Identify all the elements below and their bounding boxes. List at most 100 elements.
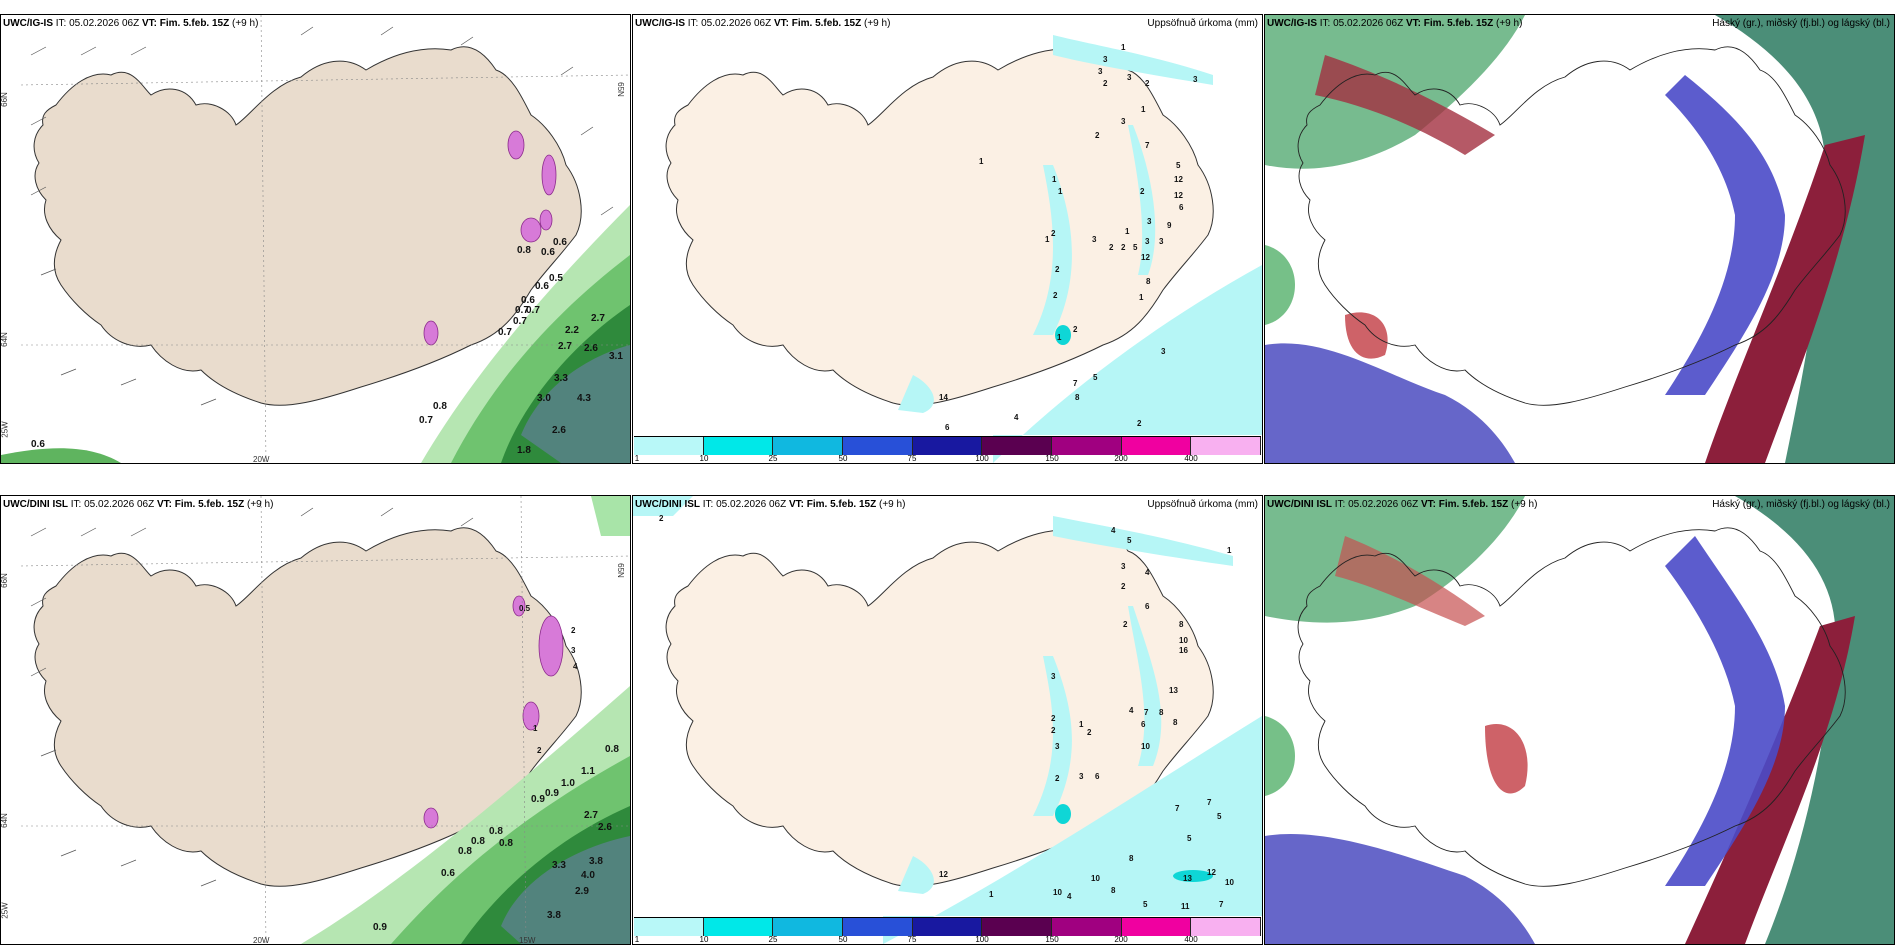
colorbar-swatch <box>773 437 844 455</box>
colorbar-label: 200 <box>1114 454 1128 463</box>
value-label: 3.1 <box>609 351 623 362</box>
map-wind-and-precip-top-left <box>1 15 630 463</box>
colorbar-swatch <box>1052 918 1122 936</box>
value-label: 0.9 <box>531 794 545 805</box>
map-cloud-cover-bottom-right <box>1265 496 1894 944</box>
panel-top-right: UWC/IG-IS IT: 05.02.2026 06Z VT: Fim. 5.… <box>1264 14 1895 464</box>
map-accumulated-precip-top-center <box>665 35 1262 463</box>
value-label: 1.1 <box>581 766 595 777</box>
panel-header: UWC/DINI ISL IT: 05.02.2026 06Z VT: Fim.… <box>3 499 274 510</box>
value-label: 5 <box>1217 812 1222 821</box>
value-label: 3 <box>1121 562 1126 571</box>
value-label: 11 <box>1181 902 1190 911</box>
value-label: 0.9 <box>545 788 559 799</box>
value-label: 5 <box>1187 834 1192 843</box>
value-label: 2 <box>1109 243 1114 252</box>
value-label: 3 <box>1193 75 1198 84</box>
colorbar-swatch <box>1191 437 1262 455</box>
colorbar-swatch <box>982 437 1053 455</box>
value-label: 12 <box>1174 191 1183 200</box>
colorbar-swatch <box>703 437 774 455</box>
panel-header: UWC/IG-IS IT: 05.02.2026 06Z VT: Fim. 5.… <box>635 18 891 29</box>
lat-label: 66N <box>0 92 9 107</box>
value-label: 6 <box>945 423 950 432</box>
value-label: 13 <box>1169 686 1178 695</box>
lon-label: 15W <box>519 936 536 945</box>
lat-label-right: 65N <box>615 82 625 97</box>
value-label: 0.8 <box>499 838 513 849</box>
panel-top-center: UWC/IG-IS IT: 05.02.2026 06Z VT: Fim. 5.… <box>632 14 1263 464</box>
value-label: 1 <box>1045 235 1050 244</box>
colorbar-label: 100 <box>975 935 989 944</box>
value-label: 0.8 <box>433 401 447 412</box>
colorbar-swatch <box>912 918 983 936</box>
colorbar-label: 400 <box>1184 935 1198 944</box>
value-label: 5 <box>1176 161 1181 170</box>
value-label: 10 <box>1091 874 1100 883</box>
value-label: 0.6 <box>535 281 549 292</box>
colorbar-label: 1 <box>634 935 640 944</box>
value-label: 3 <box>1098 67 1103 76</box>
panel-bottom-right: UWC/DINI ISL IT: 05.02.2026 06Z VT: Fim.… <box>1264 495 1895 945</box>
colorbar <box>634 917 1262 936</box>
colorbar-label: 25 <box>768 454 778 463</box>
value-label: 3 <box>571 646 576 655</box>
value-label: 8 <box>1075 393 1080 402</box>
value-label: 1 <box>1079 720 1084 729</box>
value-label: 4.0 <box>581 870 595 881</box>
value-label: 7 <box>1175 804 1180 813</box>
value-label: 2 <box>1051 714 1056 723</box>
value-label: 0.5 <box>549 273 563 284</box>
value-label: 5 <box>1133 243 1138 252</box>
value-label: 3.3 <box>554 373 568 384</box>
value-label: 2 <box>1121 243 1126 252</box>
colorbar-swatch <box>634 437 704 455</box>
colorbar-swatch <box>912 437 983 455</box>
value-label: 8 <box>1173 718 1178 727</box>
value-label: 1 <box>1227 546 1232 555</box>
value-label: 3 <box>1055 742 1060 751</box>
value-label: 0.6 <box>31 439 45 450</box>
lat-label: 25W <box>0 902 10 919</box>
value-label: 2 <box>1051 726 1056 735</box>
value-label: 0.8 <box>489 826 503 837</box>
colorbar-swatch <box>1191 918 1262 936</box>
value-label: 2.7 <box>591 313 605 324</box>
value-label: 2 <box>537 746 542 755</box>
value-label: 8 <box>1111 886 1116 895</box>
panel-top-left: UWC/IG-IS IT: 05.02.2026 06Z VT: Fim. 5.… <box>0 14 631 464</box>
panel-header: UWC/IG-IS IT: 05.02.2026 06Z VT: Fim. 5.… <box>3 18 259 29</box>
value-label: 7 <box>1145 141 1150 150</box>
colorbar-labels: 1 10 25 50 75 100 150 200 400 <box>634 935 1261 944</box>
colorbar-swatch <box>982 918 1053 936</box>
panel-title: Háský (gr.), miðský (fj.bl.) og lágský (… <box>1712 499 1890 510</box>
value-label: 2 <box>1121 582 1126 591</box>
value-label: 2 <box>1103 79 1108 88</box>
value-label: 3 <box>1127 73 1132 82</box>
value-label: 16 <box>1179 646 1188 655</box>
value-label: 3 <box>1121 117 1126 126</box>
value-label: 0.7 <box>515 305 529 316</box>
value-label: 0.8 <box>605 744 619 755</box>
value-label: 1 <box>1058 187 1063 196</box>
value-label: 1 <box>1141 105 1146 114</box>
colorbar-label: 1 <box>634 454 640 463</box>
value-label: 5 <box>1143 900 1148 909</box>
map-accumulated-precip-bottom-center <box>633 496 1262 944</box>
lat-label: 64N <box>0 813 9 828</box>
value-label: 2.9 <box>575 886 589 897</box>
value-label: 2 <box>571 626 576 635</box>
colorbar-swatch <box>1121 918 1192 936</box>
value-label: 0.7 <box>498 327 512 338</box>
value-label: 2.7 <box>584 810 598 821</box>
value-label: 0.5 <box>519 604 531 613</box>
value-label: 6 <box>1141 720 1146 729</box>
panel-bottom-left: UWC/DINI ISL IT: 05.02.2026 06Z VT: Fim.… <box>0 495 631 945</box>
map-wind-and-precip-bottom-left <box>20 496 630 944</box>
value-label: 8 <box>1179 620 1184 629</box>
value-label: 2 <box>1055 774 1060 783</box>
value-label: 0.7 <box>513 316 527 327</box>
colorbar-label: 75 <box>907 454 917 463</box>
value-label: 2.7 <box>558 341 572 352</box>
value-label: 0.6 <box>541 247 555 258</box>
